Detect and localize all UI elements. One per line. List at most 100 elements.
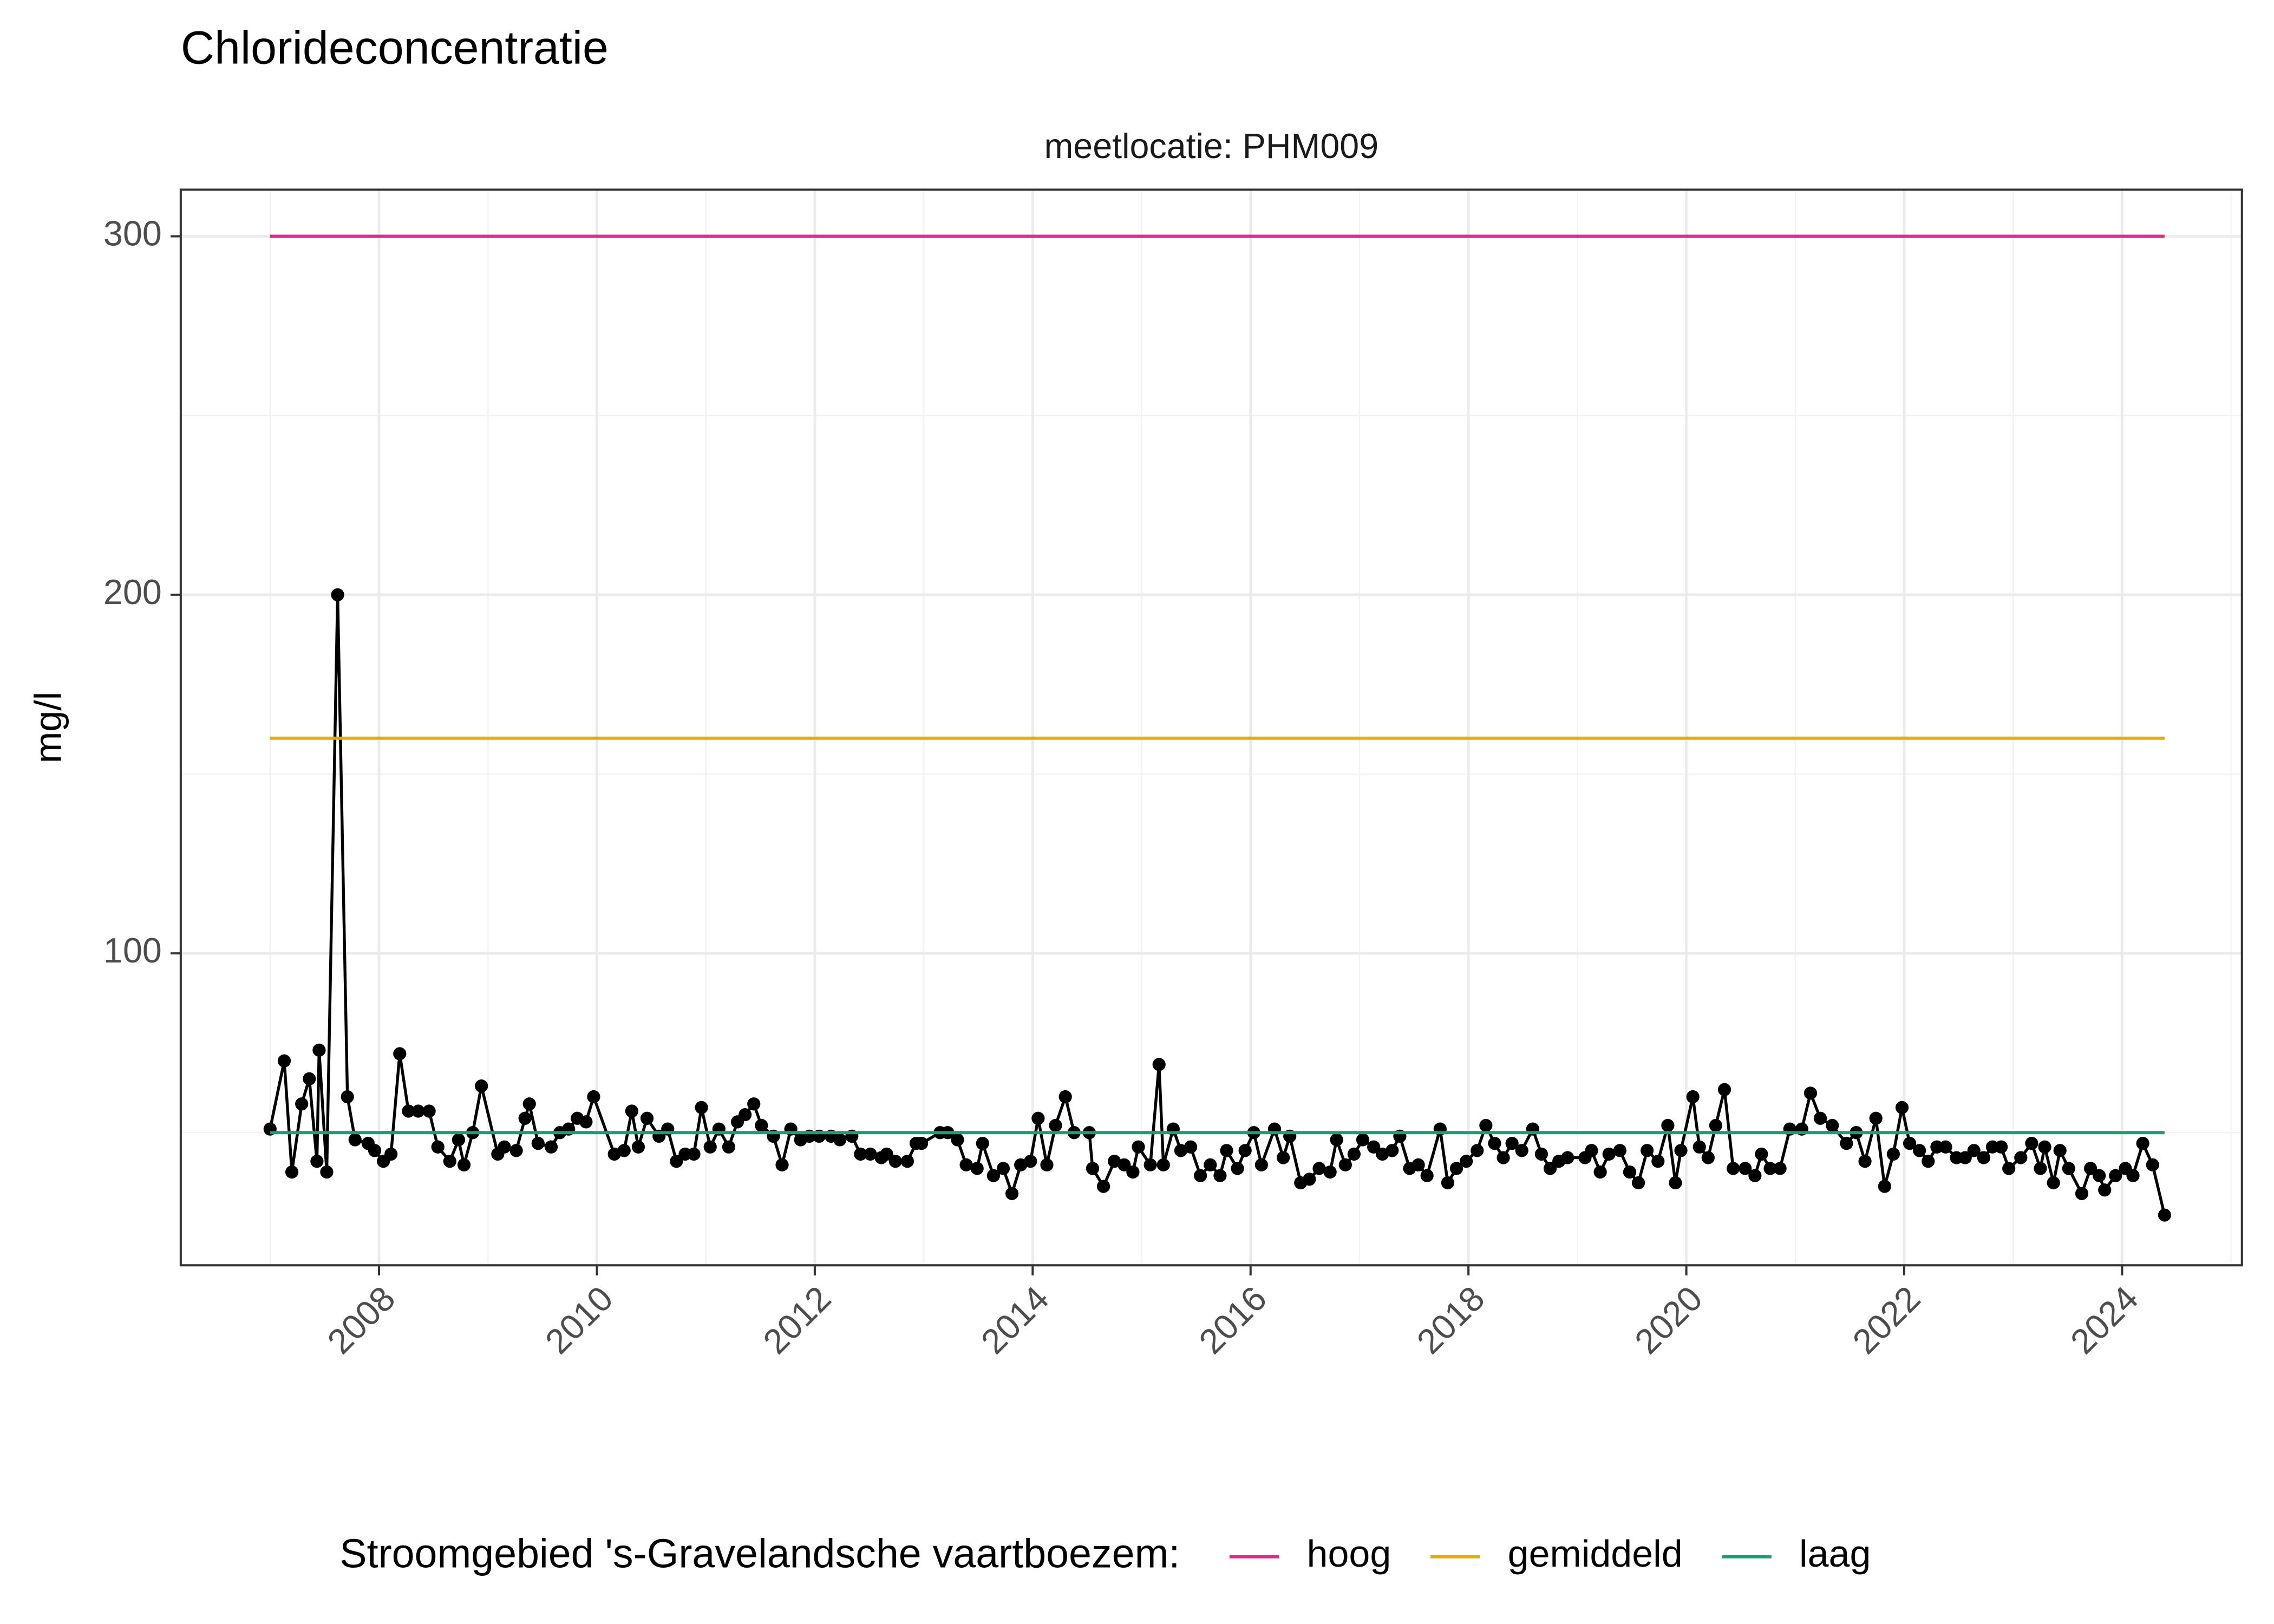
data-point <box>687 1147 701 1161</box>
data-point <box>959 1158 973 1171</box>
data-point <box>2034 1162 2047 1175</box>
data-point <box>411 1104 425 1118</box>
data-point <box>1701 1151 1715 1164</box>
data-point <box>833 1133 847 1147</box>
data-point <box>625 1104 638 1118</box>
data-point <box>320 1165 334 1179</box>
data-point <box>544 1140 558 1154</box>
data-point <box>1826 1118 1839 1132</box>
data-point <box>509 1144 523 1157</box>
data-point <box>1049 1118 1062 1132</box>
data-point <box>1231 1162 1244 1175</box>
data-point <box>2158 1208 2172 1222</box>
data-point <box>1024 1155 1037 1168</box>
data-point <box>1967 1144 1981 1157</box>
data-point <box>1118 1158 1131 1171</box>
data-point <box>747 1097 761 1111</box>
data-point <box>1717 1083 1731 1096</box>
data-point <box>1709 1118 1723 1132</box>
data-point <box>755 1118 768 1132</box>
data-point <box>1763 1162 1777 1175</box>
data-point <box>1479 1118 1493 1132</box>
data-point <box>1748 1169 1762 1182</box>
panel-border <box>179 188 2243 1267</box>
data-point <box>1220 1144 1233 1157</box>
data-point <box>2093 1169 2106 1182</box>
data-point <box>1623 1165 1637 1179</box>
data-point <box>1726 1162 1740 1175</box>
data-point <box>1631 1176 1645 1190</box>
data-point <box>1254 1158 1268 1171</box>
data-point <box>2053 1144 2067 1157</box>
data-point <box>1651 1155 1665 1168</box>
data-point <box>368 1144 382 1157</box>
legend-title: Stroomgebied 's-Gravelandsche vaartboeze… <box>339 1531 1180 1576</box>
data-point <box>277 1054 291 1068</box>
data-point <box>1184 1140 1198 1154</box>
legend: Stroomgebied 's-Gravelandsche vaartboeze… <box>339 1531 1871 1576</box>
data-point <box>1903 1137 1917 1150</box>
data-point <box>1534 1147 1548 1161</box>
data-point <box>900 1155 914 1168</box>
data-point <box>2083 1162 2097 1175</box>
data-point <box>976 1137 989 1150</box>
data-point <box>1276 1151 1290 1164</box>
facet-label: meetlocatie: PHM009 <box>1044 127 1378 166</box>
data-point <box>393 1047 407 1060</box>
data-point <box>1132 1140 1145 1154</box>
data-point <box>1347 1147 1361 1161</box>
data-point <box>1441 1176 1455 1190</box>
data-point <box>1895 1101 1909 1115</box>
data-point <box>986 1169 1000 1182</box>
data-point <box>1739 1162 1752 1175</box>
data-point <box>1143 1158 1157 1171</box>
data-point <box>1641 1144 1654 1157</box>
data-point <box>295 1097 309 1111</box>
data-point <box>695 1101 708 1115</box>
data-point <box>1460 1155 1473 1168</box>
data-point <box>1312 1162 1326 1175</box>
data-point <box>1204 1158 1217 1171</box>
data-point <box>914 1137 929 1150</box>
data-point <box>457 1158 471 1171</box>
data-point <box>1661 1118 1675 1132</box>
legend-label: laag <box>1799 1533 1871 1575</box>
data-point <box>1593 1165 1607 1179</box>
grid <box>180 189 2242 1266</box>
data-point <box>617 1144 631 1157</box>
data-point <box>1367 1140 1381 1154</box>
data-point <box>1561 1151 1574 1164</box>
data-point <box>475 1079 488 1093</box>
data-point <box>1958 1151 1972 1164</box>
data-point <box>2136 1137 2149 1150</box>
data-point <box>1773 1162 1787 1175</box>
data-point <box>1585 1144 1598 1157</box>
data-point <box>579 1115 593 1129</box>
data-point <box>1913 1144 1926 1157</box>
y-axis-title: mg/l <box>27 692 69 763</box>
data-point <box>880 1147 893 1161</box>
y-tick-label: 200 <box>103 573 162 612</box>
data-point <box>1515 1144 1528 1157</box>
data-point <box>2025 1137 2038 1150</box>
data-point <box>1356 1133 1370 1147</box>
data-point <box>1449 1162 1463 1175</box>
data-point <box>303 1072 316 1086</box>
data-point <box>703 1140 717 1154</box>
data-point <box>970 1162 984 1175</box>
data-point <box>670 1155 683 1168</box>
data-point <box>1338 1158 1352 1171</box>
data-point <box>1674 1144 1688 1157</box>
data-point <box>1878 1180 1891 1193</box>
data-point <box>1005 1187 1019 1200</box>
data-point <box>1323 1165 1337 1179</box>
data-point <box>2038 1140 2051 1154</box>
data-point <box>1213 1169 1227 1182</box>
data-point <box>402 1104 415 1118</box>
data-point <box>2075 1187 2089 1200</box>
data-point <box>1669 1176 1682 1190</box>
data-point <box>1602 1147 1616 1161</box>
data-point <box>1152 1058 1166 1071</box>
plot-marks <box>263 234 2172 1222</box>
data-point <box>2146 1158 2159 1171</box>
